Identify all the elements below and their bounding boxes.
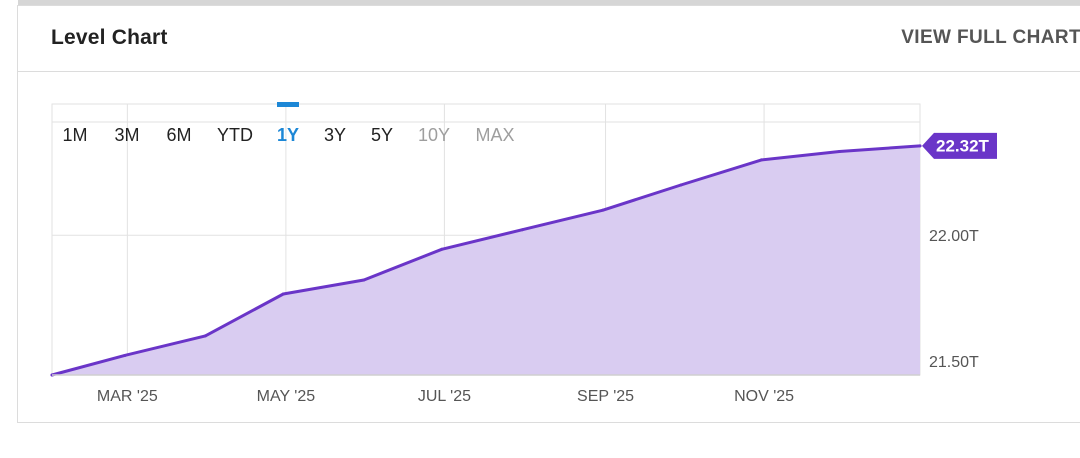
last-value-label: 22.32T <box>936 136 990 155</box>
top-strip <box>18 0 1080 5</box>
range-button-3m[interactable]: 3M <box>114 125 139 145</box>
data-point <box>123 353 127 357</box>
range-button-1y[interactable]: 1Y <box>277 125 299 145</box>
y-tick-label: 21.50T <box>929 354 979 371</box>
x-tick-label: MAY '25 <box>257 388 316 405</box>
data-point <box>203 334 207 338</box>
x-tick-label: JUL '25 <box>418 388 471 405</box>
x-tick-label: SEP '25 <box>577 388 634 405</box>
data-point <box>281 292 285 296</box>
active-range-indicator <box>277 102 299 107</box>
range-button-1m[interactable]: 1M <box>62 125 87 145</box>
range-button-ytd[interactable]: YTD <box>217 125 253 145</box>
y-tick-label: 22.00T <box>929 228 979 245</box>
view-full-chart-link[interactable]: VIEW FULL CHART <box>901 27 1080 48</box>
series-line <box>50 144 922 377</box>
data-point <box>918 144 922 148</box>
data-point <box>440 247 444 251</box>
data-point <box>362 278 366 282</box>
last-value-badge <box>922 132 997 159</box>
data-point <box>679 183 683 187</box>
range-button-3y[interactable]: 3Y <box>324 125 346 145</box>
card-header: Level Chart VIEW FULL CHART <box>18 6 1080 72</box>
range-button-10y: 10Y <box>418 125 450 145</box>
data-point <box>520 228 524 232</box>
range-button-5y[interactable]: 5Y <box>371 125 393 145</box>
data-point <box>837 149 841 153</box>
range-button-6m[interactable]: 6M <box>166 125 191 145</box>
x-tick-label: MAR '25 <box>97 388 158 405</box>
data-point <box>759 158 763 162</box>
data-point <box>601 208 605 212</box>
range-button-max: MAX <box>475 125 514 145</box>
area-fill <box>52 145 920 375</box>
x-tick-label: NOV '25 <box>734 388 794 405</box>
card-title: Level Chart <box>51 26 168 49</box>
